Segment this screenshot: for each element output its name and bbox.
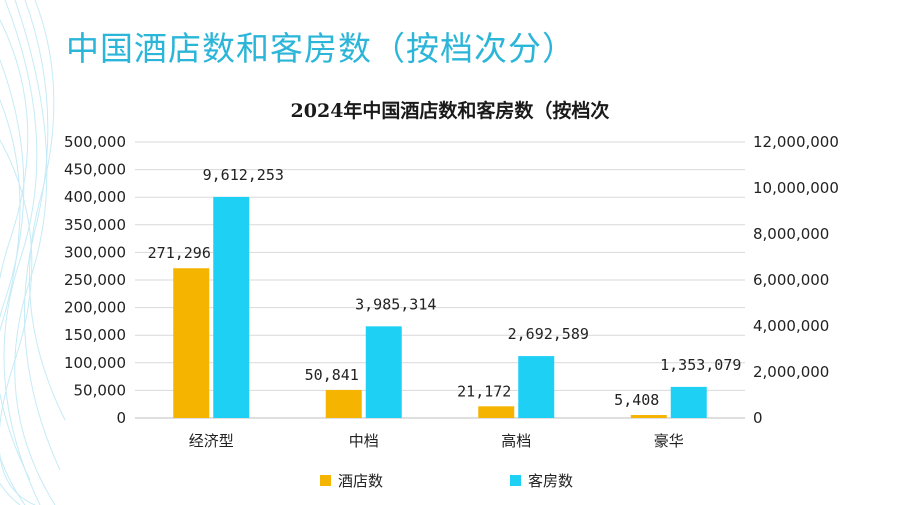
- left-tick-label: 500,000: [64, 133, 126, 151]
- left-tick-label: 300,000: [64, 243, 126, 261]
- legend-label-hotels: 酒店数: [338, 472, 384, 490]
- data-label-rooms: 9,612,253: [203, 166, 284, 184]
- data-label-hotels: 50,841: [305, 366, 359, 384]
- left-tick-label: 50,000: [74, 381, 127, 399]
- legend-item-rooms: 客房数: [510, 470, 573, 491]
- legend-item-hotels: 酒店数: [320, 470, 383, 491]
- data-label-rooms: 1,353,079: [660, 356, 741, 374]
- bar-hotels: [630, 415, 667, 418]
- category-labels: 经济型 中档 高档 豪华: [189, 432, 684, 450]
- left-tick-label: 350,000: [64, 216, 126, 234]
- bar-rooms: [670, 386, 707, 418]
- category-label: 经济型: [189, 432, 234, 450]
- bar-rooms: [213, 196, 250, 418]
- left-tick-label: 150,000: [64, 326, 126, 344]
- left-tick-label: 400,000: [64, 188, 126, 206]
- right-axis-ticks: 0 2,000,000 4,000,000 6,000,000 8,000,000 10,…: [753, 133, 839, 427]
- right-tick-label: 0: [753, 409, 763, 427]
- bar-hotels: [173, 268, 210, 418]
- bar-rooms: [518, 356, 555, 418]
- slide-title: 中国酒店数和客房数（按档次分）: [66, 29, 576, 68]
- legend-swatch-hotels: [320, 475, 331, 486]
- right-tick-label: 6,000,000: [753, 271, 829, 289]
- category-label: 中档: [349, 432, 379, 450]
- left-tick-label: 0: [116, 409, 126, 427]
- decorative-lines-graphic: [0, 0, 66, 505]
- right-tick-label: 8,000,000: [753, 225, 829, 243]
- legend-swatch-rooms: [510, 475, 521, 486]
- data-label-hotels: 21,172: [457, 382, 511, 400]
- data-label-rooms: 2,692,589: [508, 325, 589, 343]
- left-tick-label: 200,000: [64, 299, 126, 317]
- bar-rooms: [365, 326, 402, 418]
- left-axis-ticks: 0 50,000 100,000 150,000 200,000 250,000 300,0…: [64, 133, 126, 427]
- data-label-rooms: 3,985,314: [355, 295, 436, 313]
- right-tick-label: 2,000,000: [753, 363, 829, 381]
- left-tick-label: 450,000: [64, 161, 126, 179]
- legend-label-rooms: 客房数: [528, 472, 574, 490]
- bar-labels: 271,296 9,612,253 50,841 3,985,314 21,172 2,6…: [148, 166, 742, 409]
- right-tick-label: 4,000,000: [753, 317, 829, 335]
- left-tick-label: 250,000: [64, 271, 126, 289]
- legend: 酒店数 客房数: [0, 470, 900, 492]
- data-label-hotels: 5,408: [614, 391, 659, 409]
- bars: [173, 196, 707, 418]
- right-tick-label: 10,000,000: [753, 179, 839, 197]
- category-label: 豪华: [654, 432, 684, 450]
- chart-title: 2024年中国酒店数和客房数（按档次: [290, 100, 610, 122]
- bar-hotels: [478, 406, 515, 418]
- category-label: 高档: [501, 432, 531, 450]
- right-tick-label: 12,000,000: [753, 133, 839, 151]
- left-tick-label: 100,000: [64, 354, 126, 372]
- data-label-hotels: 271,296: [148, 244, 211, 262]
- bar-hotels: [325, 389, 362, 418]
